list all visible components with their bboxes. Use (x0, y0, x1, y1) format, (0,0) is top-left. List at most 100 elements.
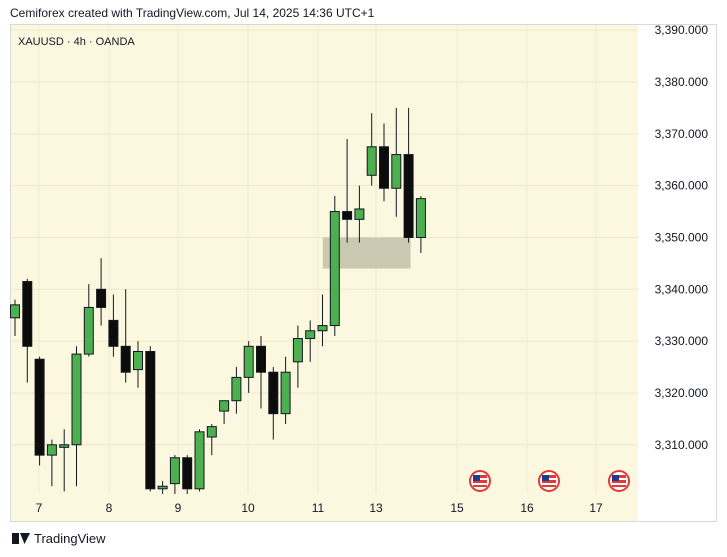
candle-body (231, 376, 242, 402)
y-tick-label: 3,380.000 (655, 75, 709, 89)
candle-body (280, 371, 291, 415)
candle-body (83, 306, 94, 355)
candle-body (329, 211, 340, 327)
candle-body (354, 208, 365, 220)
candle-body (96, 288, 107, 308)
candle-body (256, 345, 266, 373)
x-tick-label: 13 (369, 501, 383, 515)
candle-body (133, 350, 143, 371)
candle (46, 439, 57, 487)
y-tick-label: 3,330.000 (655, 334, 709, 348)
candle (219, 400, 230, 425)
us-flag-icon (469, 470, 491, 492)
candle-body (219, 400, 230, 412)
y-tick-label: 3,360.000 (655, 179, 709, 193)
candle-body (379, 146, 389, 189)
candle (133, 341, 143, 388)
candle (10, 299, 20, 336)
x-tick-label: 11 (312, 501, 325, 515)
flag-canton (473, 475, 480, 481)
candle (71, 346, 82, 487)
y-tick-label: 3,340.000 (655, 282, 709, 296)
candle (256, 335, 266, 409)
x-tick-label: 15 (450, 501, 464, 515)
candle-body (415, 198, 426, 238)
candle-body (71, 353, 82, 446)
candle-body (243, 345, 254, 378)
candle (194, 429, 205, 492)
candle (415, 196, 426, 254)
flag-stripe-white (473, 483, 487, 485)
footer: TradingView (12, 531, 106, 546)
candle-body (120, 345, 131, 373)
candle (243, 341, 254, 393)
candle (108, 294, 119, 357)
candle-body (169, 457, 180, 485)
flag-stripe-white (542, 483, 556, 485)
flag-canton (612, 475, 619, 481)
candle (206, 424, 217, 456)
candle-body (317, 325, 328, 332)
candle (231, 367, 242, 414)
y-tick-label: 3,390.000 (655, 23, 709, 37)
candle (145, 346, 156, 492)
x-tick-label: 9 (175, 501, 182, 515)
x-tick-label: 10 (241, 501, 255, 515)
candle-body (59, 444, 70, 448)
candle-body (342, 211, 353, 220)
candle (317, 294, 328, 347)
us-flag-icon (538, 470, 560, 492)
candle-body (403, 154, 414, 238)
x-tick-label: 17 (589, 501, 603, 515)
y-tick-label: 3,350.000 (655, 230, 709, 244)
candle (59, 429, 70, 492)
time-axis-background (11, 494, 638, 521)
tradingview-logo-icon (12, 533, 30, 544)
candle-body (391, 154, 402, 189)
candle-body (194, 431, 205, 490)
flag-canton (542, 475, 549, 481)
us-flag-icon (608, 470, 630, 492)
chart-frame (10, 24, 717, 522)
candle (391, 107, 402, 217)
candle-body (108, 319, 119, 347)
chart-header-text: Cemiforex created with TradingView.com, … (10, 6, 375, 20)
candle-body (10, 304, 20, 319)
candle (169, 455, 180, 494)
candle (403, 107, 414, 243)
candle-body (268, 371, 279, 415)
candle (292, 325, 303, 388)
candle (96, 258, 107, 326)
x-tick-label: 7 (36, 501, 43, 515)
candle-body (46, 444, 57, 456)
y-tick-label: 3,370.000 (655, 127, 709, 141)
candle (342, 139, 353, 243)
candle-body (182, 457, 193, 490)
candle (120, 289, 131, 383)
candle (157, 481, 168, 494)
candle-body (145, 350, 156, 490)
y-tick-label: 3,310.000 (655, 438, 709, 452)
candle (280, 356, 291, 425)
candle (22, 278, 33, 383)
candle (305, 320, 316, 362)
candle (83, 284, 94, 357)
symbol-label: XAUUSD · 4h · OANDA (18, 36, 135, 48)
candle-body (305, 330, 316, 340)
candle-body (366, 146, 377, 176)
candle-body (22, 281, 33, 347)
candle (182, 455, 193, 494)
candle (366, 113, 377, 186)
brand-label: TradingView (34, 531, 106, 546)
candle-body (157, 485, 168, 490)
candle (354, 185, 365, 243)
x-tick-label: 8 (106, 501, 113, 515)
x-tick-label: 16 (520, 501, 534, 515)
candle (329, 196, 340, 336)
flag-stripe-white (612, 483, 626, 485)
candle-body (206, 426, 217, 438)
candle-body (34, 358, 45, 456)
candle-body (292, 338, 303, 363)
candle (34, 356, 45, 466)
